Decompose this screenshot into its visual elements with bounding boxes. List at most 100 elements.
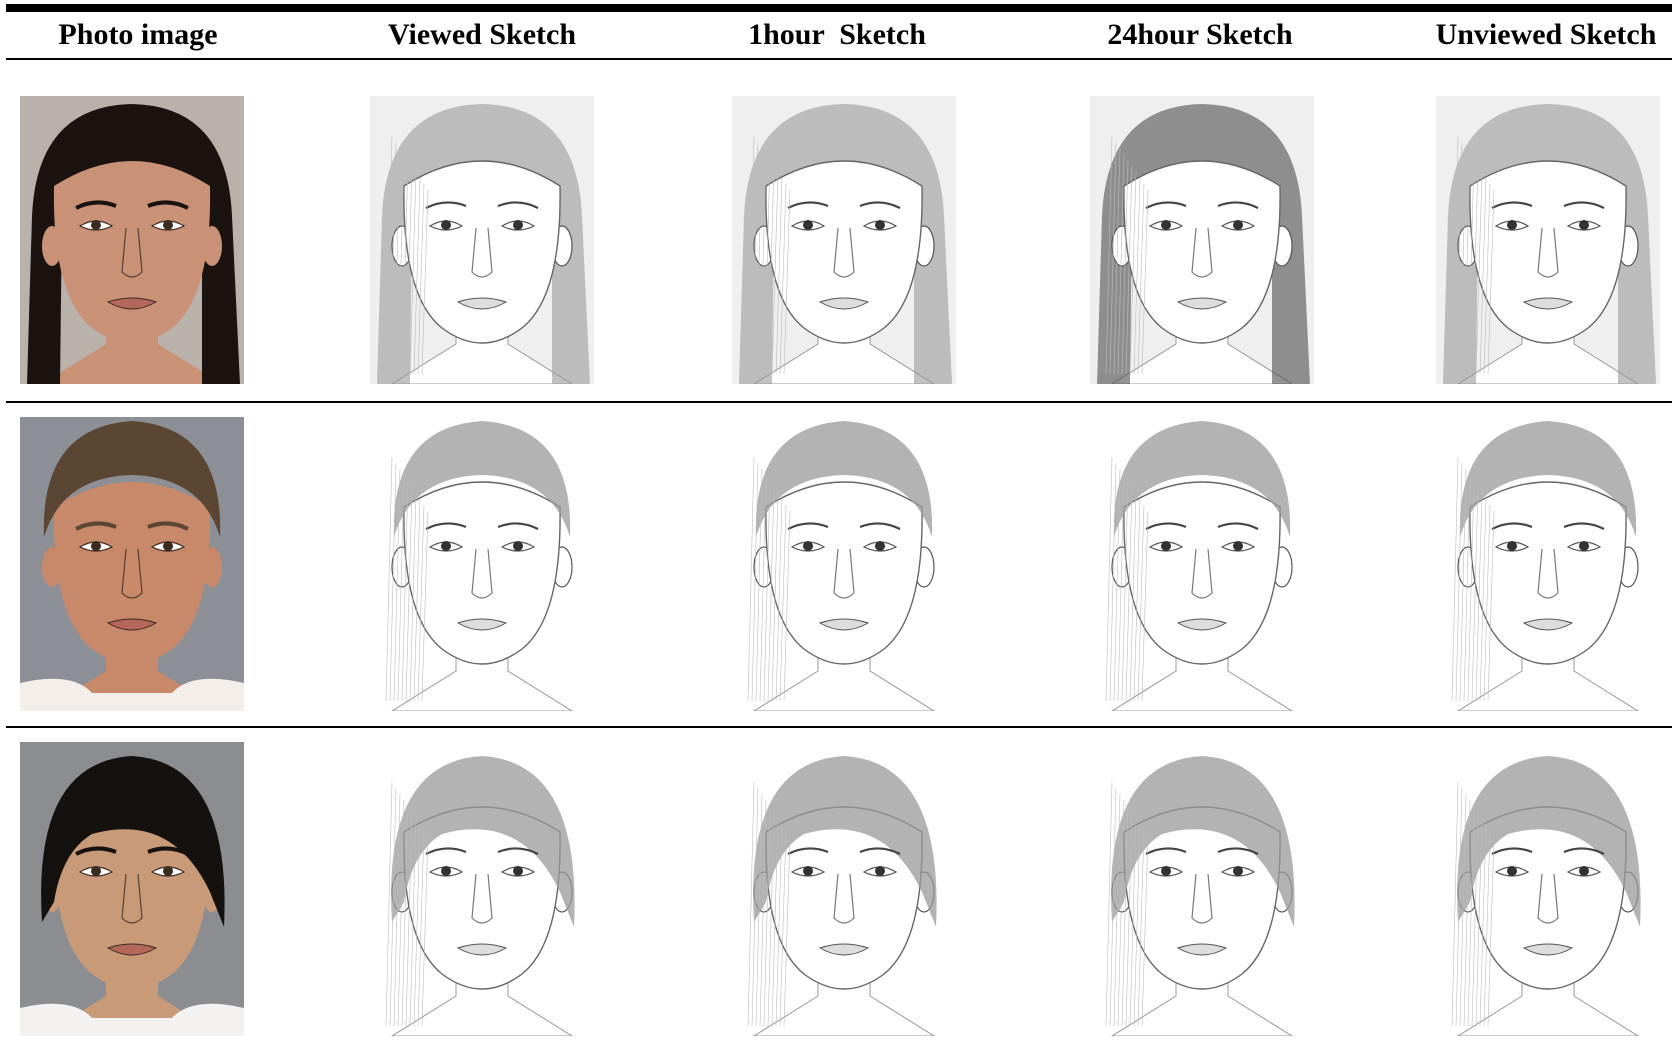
shading-stroke [763, 805, 771, 1027]
table-row [0, 417, 1678, 711]
shading-stroke [1109, 787, 1117, 1027]
shading-stroke [417, 183, 425, 375]
eyebrow [787, 522, 829, 530]
iris [441, 220, 451, 230]
shirt-collar [20, 678, 244, 711]
shading-stroke [1141, 835, 1149, 1027]
iris [875, 541, 885, 551]
iris [163, 866, 173, 876]
shading-stroke [1121, 480, 1129, 702]
shading-stroke [1475, 817, 1483, 1027]
pencil-sketch-portrait [1436, 96, 1660, 384]
shading-stroke [1117, 474, 1125, 702]
shading-stroke [1141, 189, 1149, 375]
iris [163, 220, 173, 230]
shading-stroke [1487, 189, 1495, 375]
pencil-sketch-portrait [1090, 96, 1314, 384]
photo-face-portrait [20, 96, 244, 384]
shading-stroke [401, 159, 409, 375]
iris [1161, 541, 1171, 551]
photo-image [20, 742, 244, 1036]
mouth [456, 297, 508, 310]
shading-stroke [755, 468, 763, 702]
photo-face-portrait [20, 417, 244, 711]
photo-face-portrait [20, 742, 244, 1036]
unviewed-sketch [1436, 742, 1660, 1036]
shading-stroke [771, 171, 779, 375]
hair [41, 756, 225, 927]
shading-stroke [767, 811, 775, 1027]
pencil-sketch-portrait [370, 96, 594, 384]
shading-stroke [1479, 823, 1487, 1027]
shading-stroke [1125, 165, 1133, 375]
eyebrow [1217, 522, 1259, 530]
shading-stroke [767, 165, 775, 375]
shading-stroke [775, 498, 783, 702]
eyebrow [1563, 522, 1605, 530]
pencil-sketch-portrait [747, 756, 937, 1036]
header-photo-image: Photo image [58, 18, 218, 51]
shading-stroke [751, 141, 759, 375]
header-viewed-sketch: Viewed Sketch [387, 18, 577, 51]
shading-stroke [385, 456, 393, 702]
shading-stroke [751, 787, 759, 1027]
24hour-sketch [1090, 96, 1314, 384]
eyebrow [859, 847, 901, 855]
nose [1537, 873, 1559, 924]
shading-stroke [1121, 805, 1129, 1027]
shading-stroke [1451, 456, 1459, 702]
iris [91, 866, 101, 876]
pencil-sketch-portrait [732, 96, 956, 384]
shading-stroke [393, 147, 401, 375]
shading-stroke [409, 171, 417, 375]
pencil-sketch-portrait [385, 421, 573, 711]
shading-stroke [1471, 486, 1479, 702]
mouth [1522, 943, 1574, 956]
mouth [1176, 618, 1228, 631]
shading-stroke [775, 823, 783, 1027]
pencil-sketch-portrait [747, 421, 935, 711]
shading-stroke [401, 805, 409, 1027]
mouth [106, 618, 158, 631]
shading-stroke [405, 486, 413, 702]
hair [755, 421, 933, 537]
face [53, 161, 211, 343]
mouth [818, 618, 870, 631]
nose [1191, 548, 1213, 599]
face [1469, 481, 1627, 665]
shading-stroke [1451, 135, 1459, 375]
shading-stroke [779, 829, 787, 1027]
shading-stroke [1467, 805, 1475, 1027]
shading-stroke [409, 492, 417, 702]
shading-stroke [755, 147, 763, 375]
row-divider [6, 401, 1672, 403]
nose [471, 873, 493, 924]
shading-stroke [421, 510, 429, 702]
iris [441, 541, 451, 551]
eyebrow [75, 521, 117, 531]
hair [1457, 756, 1641, 927]
nose [121, 873, 143, 924]
shading-stroke [1105, 135, 1113, 375]
hair [43, 421, 221, 537]
viewed-sketch [370, 417, 594, 711]
shading-stroke [1113, 468, 1121, 702]
24hour-sketch [1090, 742, 1314, 1036]
shading-stroke [747, 456, 755, 702]
shading-stroke [1455, 787, 1463, 1027]
face [403, 481, 561, 665]
eyebrow [787, 201, 829, 209]
shading-stroke [1113, 147, 1121, 375]
face [53, 482, 211, 664]
table-row [0, 96, 1678, 384]
nose [1191, 873, 1213, 924]
shading-stroke [413, 498, 421, 702]
shading-stroke [1463, 799, 1471, 1027]
nose [1191, 227, 1213, 278]
iris [441, 866, 451, 876]
shading-stroke [405, 165, 413, 375]
shading-stroke [1137, 504, 1145, 702]
pencil-sketch-portrait [1451, 421, 1639, 711]
mouth [1522, 618, 1574, 631]
face [765, 160, 923, 344]
